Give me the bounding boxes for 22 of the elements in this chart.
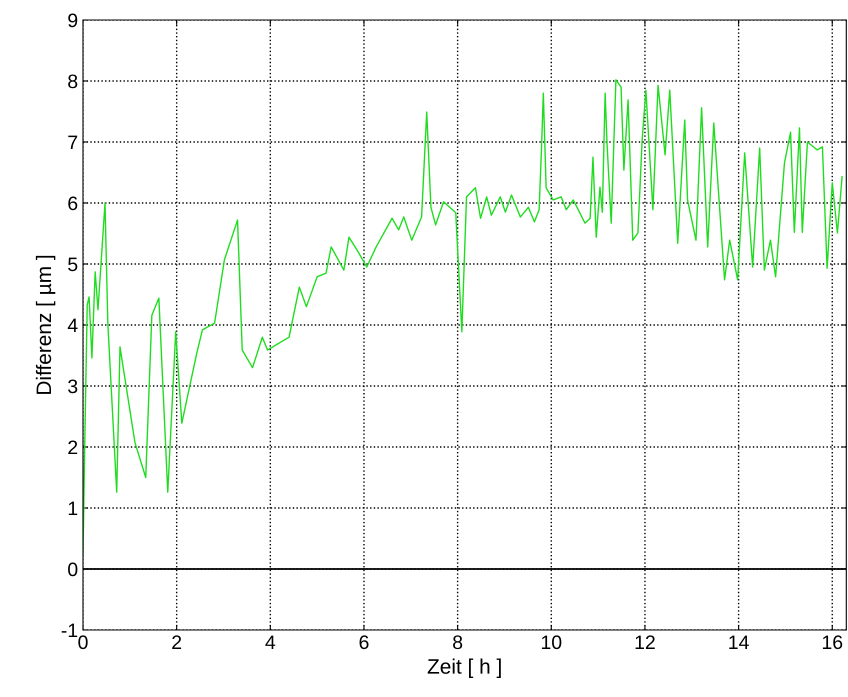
x-tick-label: 16 [822,635,842,650]
x-tick-label: 2 [172,635,182,649]
y-tick-label: 5 [68,258,78,272]
y-tick-label: 8 [68,74,78,88]
y-tick-label: 9 [68,13,78,28]
y-tick-label: 4 [68,318,78,332]
y-tick-label: 0 [68,562,78,576]
x-tick-label: 8 [453,635,462,650]
y-tick-label: -1 [62,624,78,638]
x-tick-label: 4 [265,636,276,649]
y-tick-label: 1 [68,502,78,516]
y-tick-label: 7 [68,136,78,150]
x-tick-label: 10 [542,635,562,650]
x-tick-label: 6 [360,635,369,650]
x-tick-label: 12 [636,635,655,649]
y-tick-label: 6 [68,196,78,210]
x-tick-label: 14 [729,636,749,649]
y-axis-title: Differenz [ µm ] [36,256,56,394]
x-axis-title: Zeit [ h ] [428,658,501,678]
y-tick-label: 3 [68,379,78,394]
y-tick-label: 2 [68,440,78,454]
x-tick-label: 0 [78,635,88,650]
